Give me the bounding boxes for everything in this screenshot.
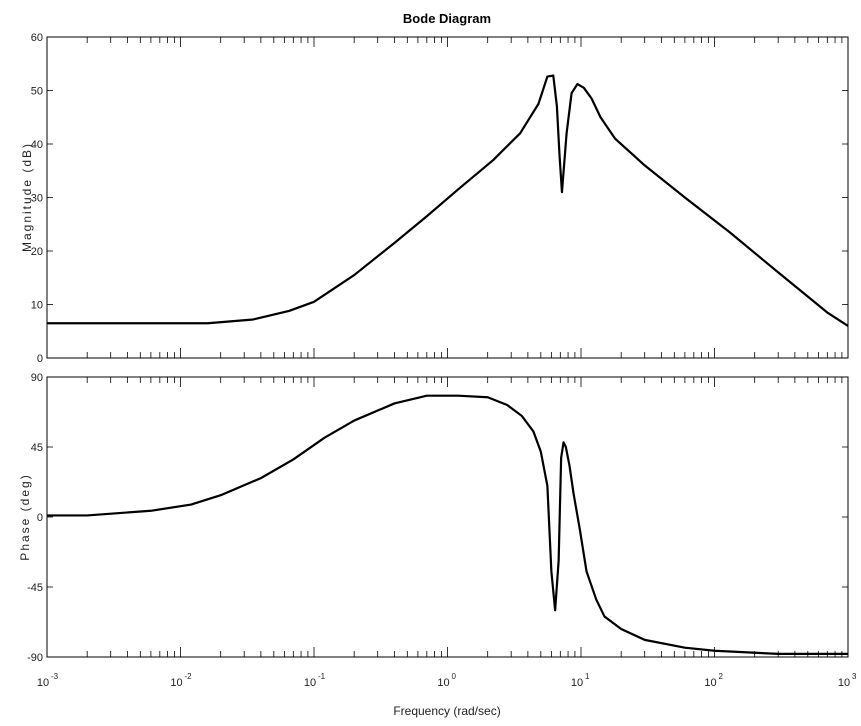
y-tick-label: 60 bbox=[31, 32, 43, 44]
y-tick-label: -90 bbox=[27, 652, 43, 664]
chart-title: Bode Diagram bbox=[403, 11, 491, 26]
x-tick-label: 10 bbox=[37, 677, 49, 689]
y-tick-label: 45 bbox=[31, 442, 43, 454]
x-tick-label: 10 bbox=[437, 677, 449, 689]
x-tick-label-exponent: -1 bbox=[318, 672, 326, 681]
magnitude-y-axis-label: Magnitude (dB) bbox=[20, 142, 34, 252]
magnitude-panel: 0 10 20 30 40 50 60 bbox=[31, 32, 849, 365]
magnitude-y-tick-labels: 0 10 20 30 40 50 60 bbox=[31, 32, 43, 365]
x-tick-label: 10 bbox=[571, 677, 583, 689]
x-tick-label: 10 bbox=[838, 677, 850, 689]
x-tick-label-exponent: -2 bbox=[185, 672, 193, 681]
magnitude-ticks bbox=[46, 36, 848, 359]
x-tick-label-exponent: 0 bbox=[452, 672, 457, 681]
phase-y-axis-label: Phase (deg) bbox=[18, 473, 32, 560]
y-tick-label: 10 bbox=[31, 300, 43, 312]
x-tick-label-exponent: 1 bbox=[585, 672, 590, 681]
phase-y-tick-labels: 90 45 0 -45 -90 bbox=[27, 372, 43, 664]
x-tick-label: 10 bbox=[704, 677, 716, 689]
x-tick-label-exponent: 2 bbox=[719, 672, 724, 681]
x-tick-label: 10 bbox=[170, 677, 182, 689]
y-tick-label: 90 bbox=[31, 372, 43, 384]
x-tick-label-exponent: -3 bbox=[51, 672, 59, 681]
x-tick-label: 10 bbox=[304, 677, 316, 689]
phase-panel: 90 45 0 -45 -90 bbox=[27, 372, 849, 664]
y-tick-label: 40 bbox=[31, 139, 43, 151]
y-tick-label: 20 bbox=[31, 246, 43, 258]
x-tick-label-exponent: 3 bbox=[852, 672, 857, 681]
phase-axes-frame bbox=[46, 376, 849, 658]
y-tick-label: -45 bbox=[27, 582, 43, 594]
y-tick-label: 50 bbox=[31, 86, 43, 98]
y-tick-label: 30 bbox=[31, 193, 43, 205]
y-tick-label: 0 bbox=[37, 353, 43, 365]
magnitude-series-line bbox=[47, 74, 849, 327]
y-tick-label: 0 bbox=[37, 512, 43, 524]
phase-ticks bbox=[46, 376, 848, 658]
phase-series-line bbox=[47, 394, 848, 655]
x-axis-label: Frequency (rad/sec) bbox=[393, 704, 500, 718]
